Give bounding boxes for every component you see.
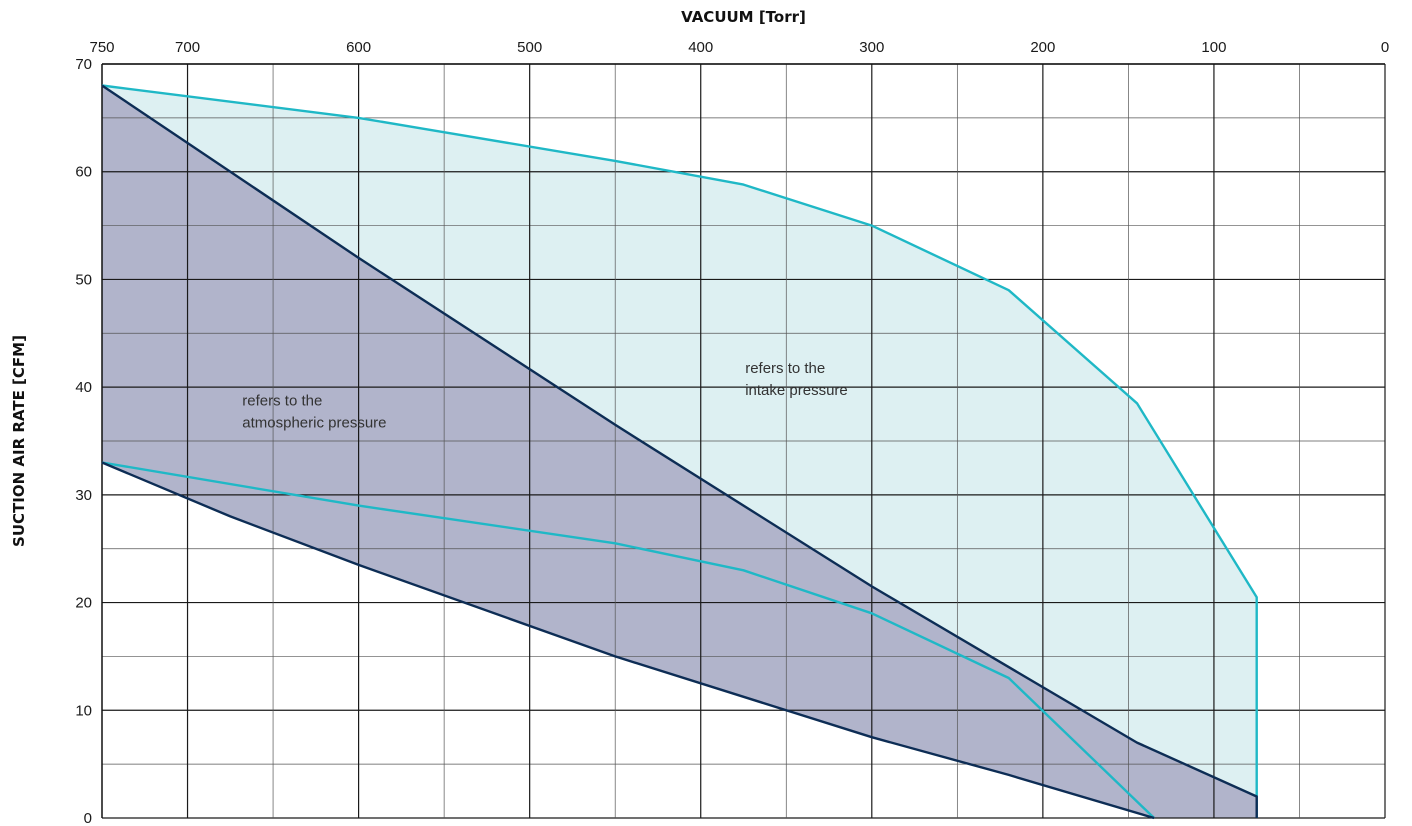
x-tick-label: 200 xyxy=(1030,39,1055,56)
series-line-intake-upper xyxy=(101,84,1258,818)
annotation-text: refers to the atmospheric pressure xyxy=(242,392,386,431)
x-tick-label: 700 xyxy=(175,39,200,56)
y-tick-label: 30 xyxy=(75,487,92,504)
y-tick-label: 20 xyxy=(75,595,92,612)
x-tick-label: 0 xyxy=(1381,39,1389,56)
y-tick-label: 0 xyxy=(84,810,92,826)
annotation-line: atmospheric pressure xyxy=(242,414,386,431)
x-tick-label: 600 xyxy=(346,39,371,56)
x-tick-label: 400 xyxy=(688,39,713,56)
x-axis-title: VACUUM [Torr] xyxy=(681,8,806,26)
x-tick-label: 100 xyxy=(1201,39,1226,56)
annotations: refers to the atmospheric pressurerefers … xyxy=(242,360,847,431)
x-tick-labels: 750 700 600 500 400 300 200 100 0 xyxy=(89,39,1389,56)
intake-fill-area xyxy=(102,85,1257,818)
fill-areas xyxy=(102,85,1257,818)
x-tick-label: 750 xyxy=(89,39,114,56)
y-tick-label: 70 xyxy=(75,56,92,73)
grid xyxy=(101,63,1386,819)
annotation-line: intake pressure xyxy=(745,382,848,399)
series-line-atmospheric-upper xyxy=(101,84,1258,818)
y-tick-label: 40 xyxy=(75,379,92,396)
series-line-atmospheric-lower xyxy=(101,461,1155,820)
annotation-text: refers to the intake pressure xyxy=(745,360,848,399)
y-tick-label: 10 xyxy=(75,702,92,719)
x-tick-label: 300 xyxy=(859,39,884,56)
x-tick-label: 500 xyxy=(517,39,542,56)
y-axis-title: SUCTION AIR RATE [CFM] xyxy=(10,335,28,547)
y-tick-labels: 0 10 20 30 40 50 60 70 xyxy=(75,56,92,826)
y-tick-label: 50 xyxy=(75,271,92,288)
annotation-line: refers to the xyxy=(745,360,825,377)
series-lines xyxy=(101,84,1258,820)
annotation-line: refers to the xyxy=(242,392,322,409)
y-tick-label: 60 xyxy=(75,164,92,181)
series-line-intake-lower xyxy=(101,461,1155,819)
